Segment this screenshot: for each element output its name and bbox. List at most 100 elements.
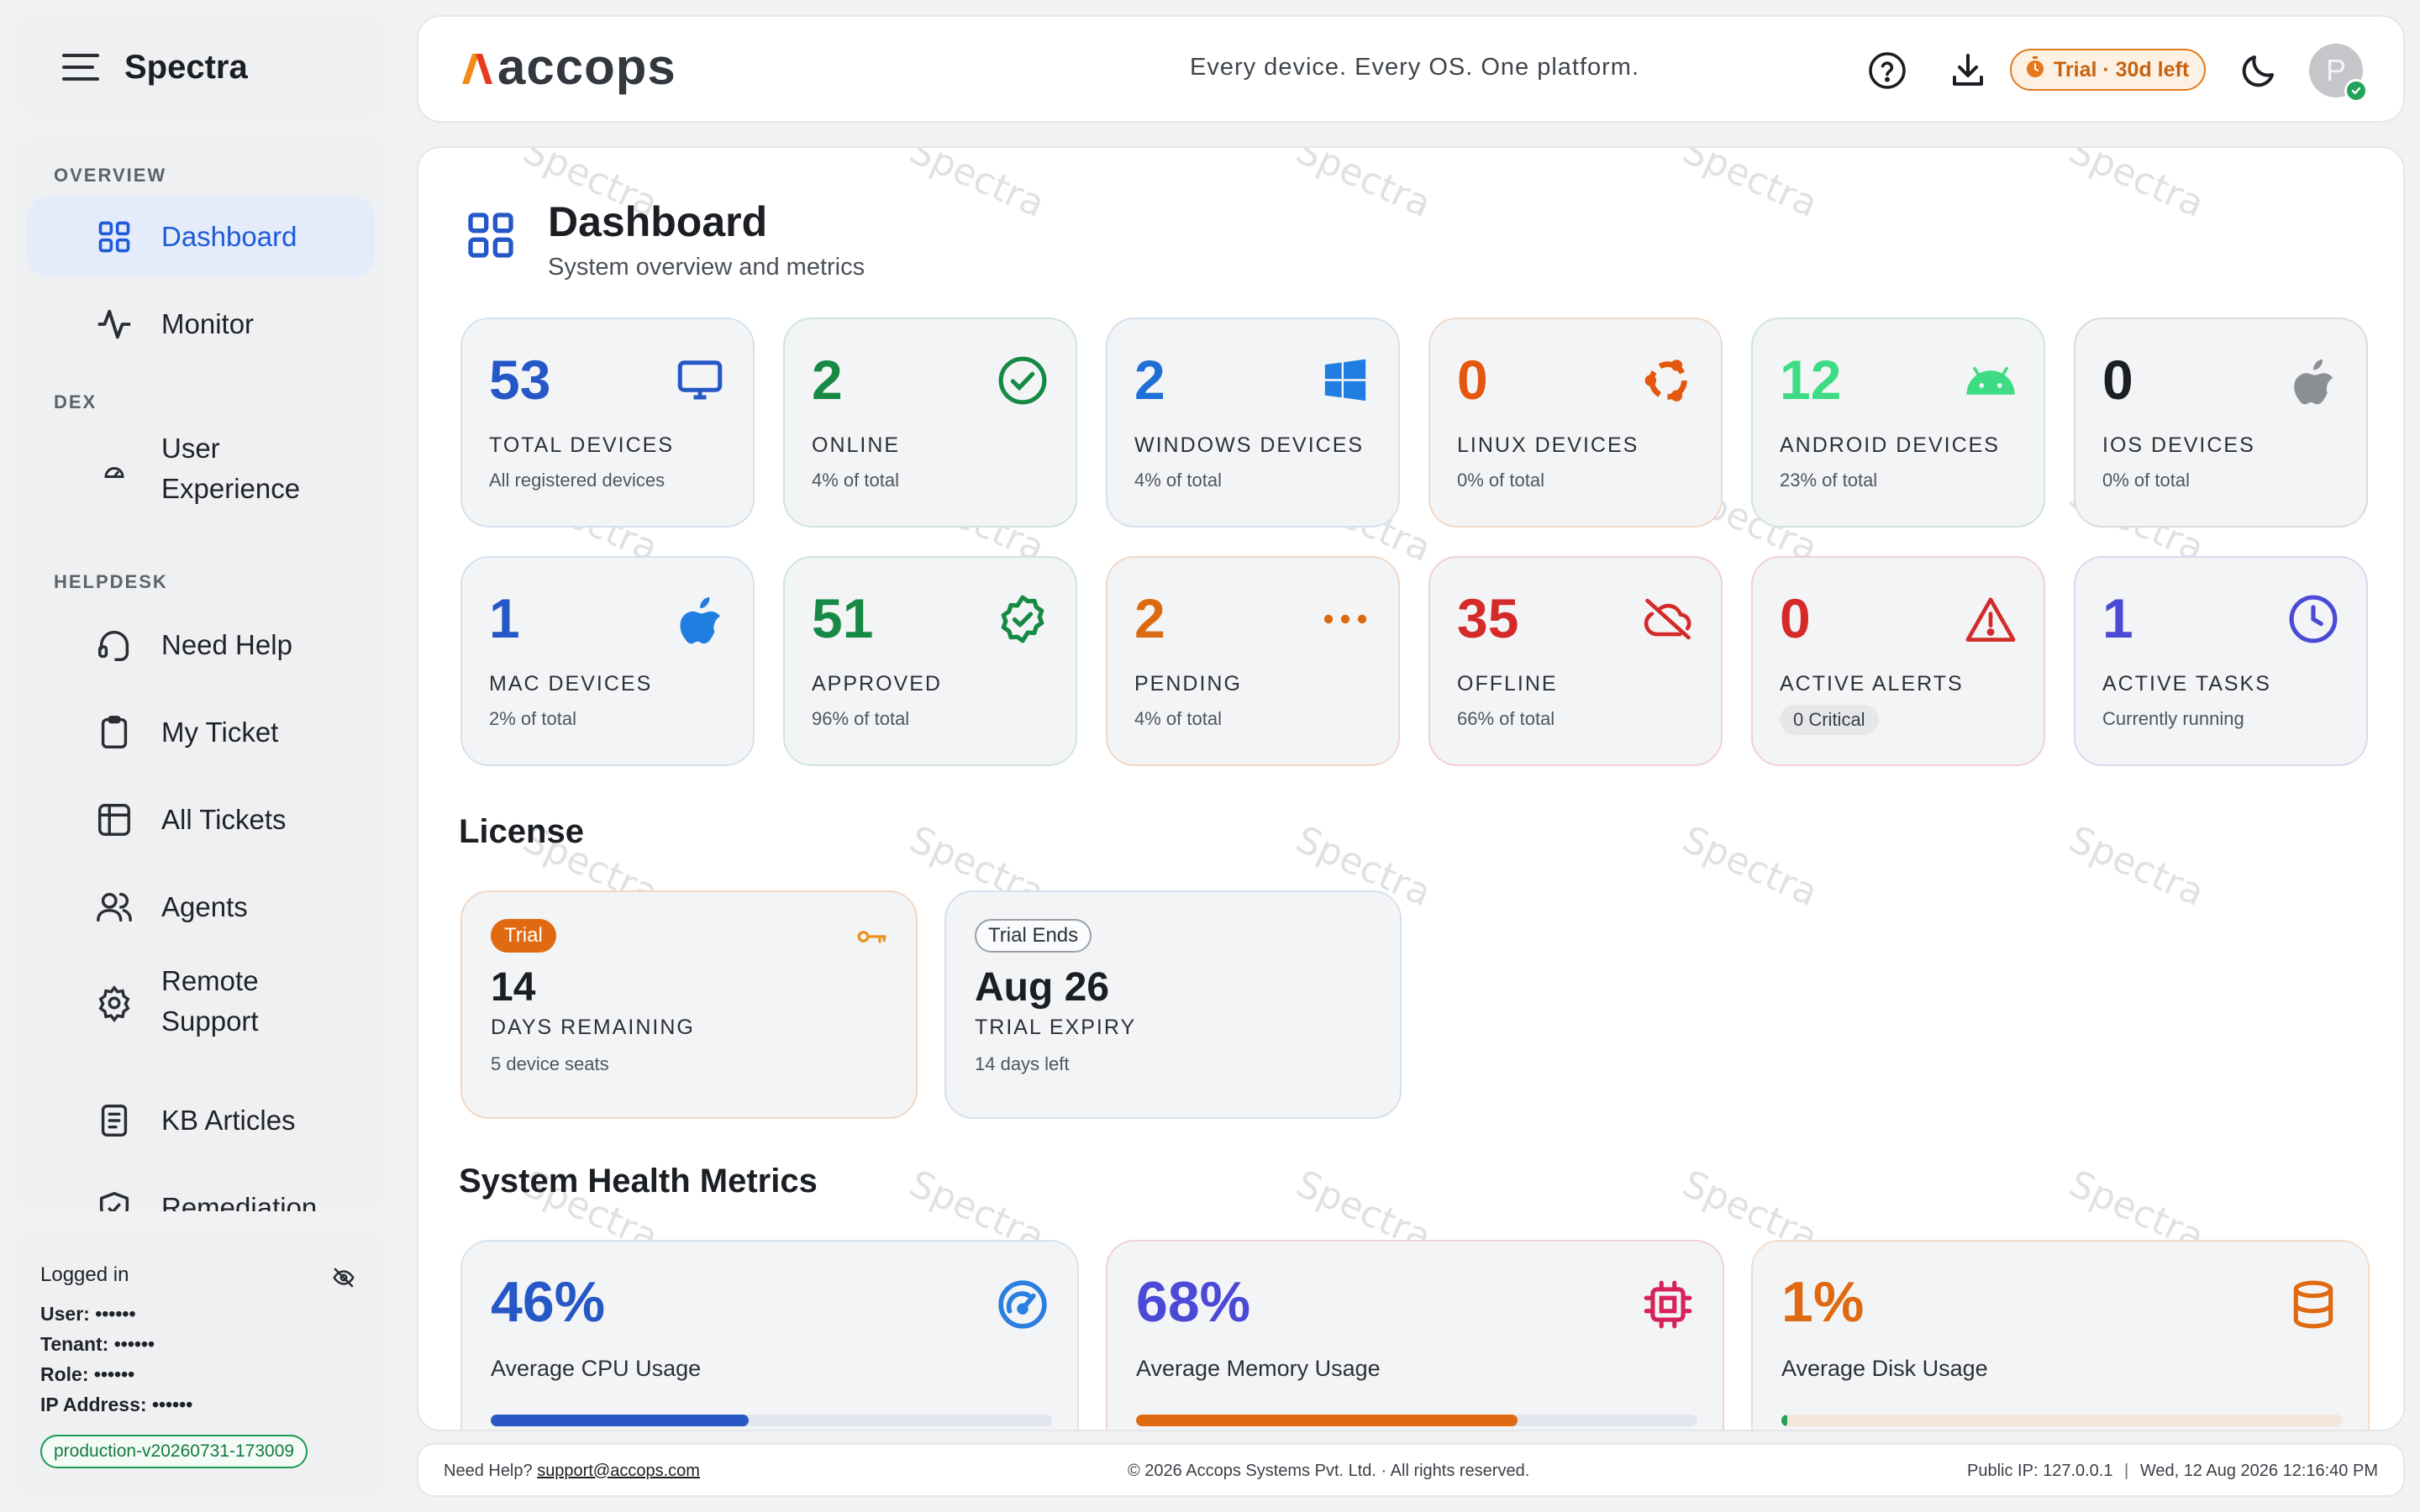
sidebar-item-my-ticket[interactable]: My Ticket bbox=[27, 692, 375, 773]
watermark-text: Spectra bbox=[1676, 817, 1824, 916]
tenant-label: Tenant: bbox=[40, 1333, 109, 1355]
stat-sub: 4% of total bbox=[812, 470, 899, 491]
stat-label: APPROVED bbox=[812, 672, 942, 696]
sidebar-nav: OVERVIEW Dashboard Monitor DEX User Expe… bbox=[15, 136, 387, 1211]
help-icon[interactable] bbox=[1864, 47, 1911, 94]
windows-icon bbox=[1319, 354, 1371, 407]
table-icon bbox=[94, 800, 134, 840]
main-content: Spectra Spectra Spectra Spectra Spectra Spect… bbox=[417, 146, 2405, 1431]
datetime: Wed, 12 Aug 2026 12:16:40 PM bbox=[2139, 1462, 2378, 1480]
moon-icon[interactable] bbox=[2235, 47, 2282, 94]
sidebar-item-label: My Ticket bbox=[161, 717, 279, 748]
stat-card-offline[interactable]: 35 OFFLINE 66% of total bbox=[1428, 556, 1723, 766]
stat-card-linux-devices[interactable]: 0 LINUX DEVICES 0% of total bbox=[1428, 318, 1723, 528]
metric-card-disk[interactable]: 1% Average Disk Usage bbox=[1751, 1240, 2370, 1430]
sidebar-item-remediation[interactable]: Remediation bbox=[27, 1168, 375, 1211]
stat-card-ios-devices[interactable]: 0 IOS DEVICES 0% of total bbox=[2074, 318, 2368, 528]
sidebar-item-user-experience[interactable]: User Experience bbox=[27, 422, 375, 519]
stat-card-online[interactable]: 2 ONLINE 4% of total bbox=[783, 318, 1077, 528]
shield-check-icon bbox=[94, 1188, 134, 1211]
stat-card-active-tasks[interactable]: 1 ACTIVE TASKS Currently running bbox=[2074, 556, 2368, 766]
sidebar-item-need-help[interactable]: Need Help bbox=[27, 605, 375, 685]
stat-sub: All registered devices bbox=[489, 470, 666, 491]
page-header: Dashboard System overview and metrics bbox=[464, 195, 865, 281]
tenant-value: •••••• bbox=[113, 1333, 155, 1355]
memory-progress-bar bbox=[1136, 1415, 1697, 1426]
sidebar-item-monitor[interactable]: Monitor bbox=[27, 284, 375, 365]
stat-card-approved[interactable]: 51 APPROVED 96% of total bbox=[783, 556, 1077, 766]
sidebar-item-label: All Tickets bbox=[161, 804, 287, 835]
sidebar-item-label: Dashboard bbox=[161, 221, 297, 252]
license-sub: 5 device seats bbox=[491, 1053, 609, 1074]
accops-logo-mark-icon bbox=[459, 47, 492, 87]
metric-card-memory[interactable]: 68% Average Memory Usage bbox=[1106, 1240, 1724, 1430]
critical-chip: 0 Critical bbox=[1780, 705, 1879, 735]
download-icon[interactable] bbox=[1944, 47, 1991, 94]
sidebar-item-agents[interactable]: Agents bbox=[27, 867, 375, 948]
stat-card-android-devices[interactable]: 12 ANDROID DEVICES 23% of total bbox=[1751, 318, 2045, 528]
speedometer-icon bbox=[995, 1277, 1050, 1332]
sidebar-item-label-line2: Support bbox=[161, 1005, 259, 1037]
cpu-progress-fill bbox=[491, 1415, 750, 1426]
session-panel: Logged in User: •••••• Tenant: •••••• Ro… bbox=[15, 1228, 387, 1497]
stat-label: WINDOWS DEVICES bbox=[1134, 433, 1365, 457]
page-title: Dashboard bbox=[548, 198, 768, 245]
page-subtitle: System overview and metrics bbox=[548, 254, 865, 281]
apple-icon bbox=[2287, 354, 2339, 407]
sidebar-item-label-line2: Experience bbox=[161, 473, 301, 504]
license-section-title: License bbox=[459, 813, 584, 850]
trial-status-pill[interactable]: Trial · 30d left bbox=[2010, 49, 2207, 91]
footer: Need Help? support@accops.com © 2026 Acc… bbox=[417, 1443, 2405, 1497]
stat-card-pending[interactable]: 2 PENDING 4% of total bbox=[1106, 556, 1400, 766]
license-card-trial-ends[interactable]: Trial Ends Aug 26 TRIAL EXPIRY 14 days l… bbox=[944, 890, 1402, 1119]
session-ip: IP Address: •••••• bbox=[40, 1389, 361, 1420]
headset-icon bbox=[94, 625, 134, 665]
stat-sub: 4% of total bbox=[1134, 470, 1222, 491]
stat-card-mac-devices[interactable]: 1 MAC DEVICES 2% of total bbox=[460, 556, 755, 766]
clock-icon bbox=[2287, 593, 2339, 645]
session-tenant: Tenant: •••••• bbox=[40, 1329, 361, 1359]
health-section-title: System Health Metrics bbox=[459, 1163, 818, 1200]
support-email-link[interactable]: support@accops.com bbox=[537, 1462, 700, 1480]
sidebar-item-dashboard[interactable]: Dashboard bbox=[27, 197, 375, 277]
license-card-trial[interactable]: Trial 14 DAYS REMAINING 5 device seats bbox=[460, 890, 918, 1119]
brand-logo[interactable]: accops bbox=[459, 42, 676, 92]
sidebar-item-all-tickets[interactable]: All Tickets bbox=[27, 780, 375, 860]
stat-label: TOTAL DEVICES bbox=[489, 433, 675, 457]
stat-value: 2 bbox=[1134, 587, 1165, 649]
help-text: Need Help? bbox=[444, 1462, 533, 1480]
menu-icon[interactable] bbox=[62, 54, 99, 81]
watermark-text: Spectra bbox=[902, 146, 1051, 227]
stat-value: 0 bbox=[2102, 349, 2133, 411]
dashboard-grid-icon bbox=[464, 208, 518, 262]
eye-off-icon[interactable] bbox=[331, 1265, 356, 1294]
sidebar-item-kb-articles[interactable]: KB Articles bbox=[27, 1080, 375, 1161]
ubuntu-icon bbox=[1642, 354, 1694, 407]
android-icon bbox=[1965, 354, 2017, 407]
grid-icon bbox=[94, 217, 134, 257]
stat-card-windows-devices[interactable]: 2 WINDOWS DEVICES 4% of total bbox=[1106, 318, 1400, 528]
stat-value: 12 bbox=[1780, 349, 1842, 411]
footer-help: Need Help? support@accops.com bbox=[444, 1462, 700, 1481]
monitor-icon bbox=[674, 354, 726, 407]
metric-value: 68% bbox=[1136, 1270, 1251, 1334]
sidebar-item-label: Remote bbox=[161, 965, 259, 996]
document-icon bbox=[94, 1100, 134, 1141]
sidebar-item-remote-support[interactable]: Remote Support bbox=[27, 954, 375, 1052]
version-badge: production-v20260731-173009 bbox=[40, 1435, 308, 1468]
stat-value: 2 bbox=[1134, 349, 1165, 411]
section-helpdesk: HELPDESK bbox=[54, 571, 168, 592]
stat-card-active-alerts[interactable]: 0 ACTIVE ALERTS 0 Critical bbox=[1751, 556, 2045, 766]
trial-status-text: Trial · 30d left bbox=[2054, 57, 2190, 81]
stat-value: 35 bbox=[1457, 587, 1519, 649]
warning-icon bbox=[1965, 593, 2017, 645]
license-sub: 14 days left bbox=[975, 1053, 1070, 1074]
database-icon bbox=[2286, 1277, 2341, 1332]
license-label: TRIAL EXPIRY bbox=[975, 1016, 1137, 1039]
verified-badge-icon bbox=[997, 593, 1049, 645]
stat-card-total-devices[interactable]: 53 TOTAL DEVICES All registered devices bbox=[460, 318, 755, 528]
footer-status: Public IP: 127.0.0.1 | Wed, 12 Aug 2026 … bbox=[1967, 1462, 2378, 1480]
metric-card-cpu[interactable]: 46% Average CPU Usage bbox=[460, 1240, 1079, 1430]
avatar[interactable]: P bbox=[2309, 44, 2368, 102]
session-title: Logged in bbox=[40, 1263, 129, 1286]
